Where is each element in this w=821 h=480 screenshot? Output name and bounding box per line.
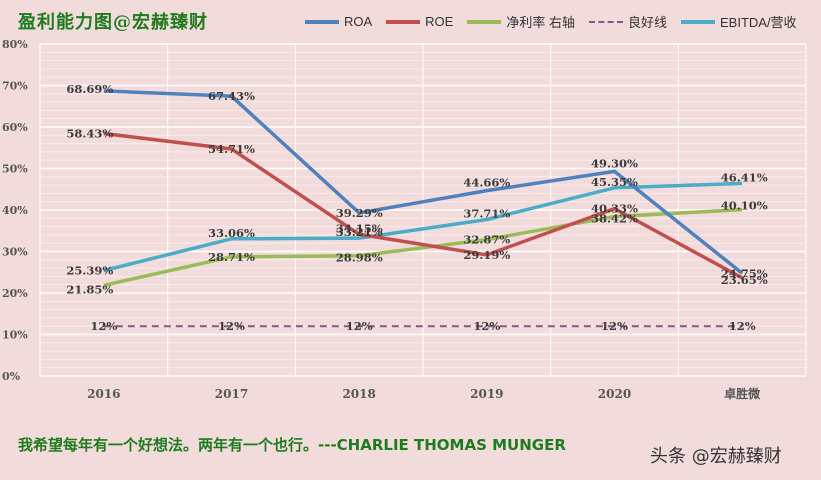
legend-item-ebitda: EBITDA/营收 (680, 12, 797, 31)
legend-swatch-roe (386, 19, 421, 24)
data-label-roa: 68.69% (66, 82, 113, 96)
data-label-net-margin: 40.10% (721, 199, 768, 213)
data-label-roe: 58.43% (66, 127, 113, 141)
y-tick-label: 80% (2, 38, 28, 51)
y-tick-label: 40% (2, 204, 28, 217)
x-tick-label: 2017 (215, 387, 248, 401)
legend: ROA ROE 净利率 右轴 良好线 EBITDA/营收 (305, 12, 797, 31)
data-label-good-line: 12% (601, 319, 628, 333)
legend-label-good-line: 良好线 (627, 15, 667, 30)
watermark: 头条 @宏赫臻财 (650, 446, 782, 467)
data-label-net-margin: 38.42% (591, 212, 638, 226)
legend-item-roa: ROA (305, 14, 372, 29)
data-label-good-line: 12% (218, 319, 245, 333)
data-label-good-line: 12% (473, 319, 500, 333)
x-tick-label: 2020 (598, 387, 631, 401)
data-label-roe: 40.33% (591, 202, 638, 216)
data-label-ebitda: 33.21% (336, 225, 383, 239)
data-label-ebitda: 33.06% (208, 226, 255, 240)
footer-quote: 我希望每年有一个好想法。两年有一个也行。---CHARLIE THOMAS MU… (18, 436, 566, 454)
legend-swatch-ebitda (680, 19, 715, 24)
data-label-roa: 67.43% (208, 89, 255, 103)
data-label-net-margin: 21.85% (66, 282, 113, 296)
x-tick-label: 2019 (470, 387, 503, 401)
data-label-roa: 44.66% (463, 176, 510, 190)
data-label-net-margin: 28.71% (208, 250, 255, 264)
chart-title: 盈利能力图@宏赫臻财 (18, 12, 208, 33)
legend-label-roe: ROE (425, 14, 454, 29)
data-label-ebitda: 37.71% (463, 207, 510, 221)
y-tick-label: 70% (2, 80, 28, 93)
y-tick-label: 30% (2, 246, 28, 259)
data-label-net-margin: 28.98% (336, 251, 383, 265)
data-label-ebitda: 25.39% (66, 264, 113, 278)
series-line-net-margin (103, 207, 743, 288)
y-tick-label: 20% (2, 287, 28, 300)
series-line-roa (103, 89, 744, 275)
legend-label-roa: ROA (344, 14, 373, 29)
data-label-roe: 29.19% (463, 248, 510, 262)
y-tick-label: 10% (2, 329, 28, 342)
legend-item-good-line: 良好线 (588, 12, 667, 31)
series-line-roe (103, 131, 744, 280)
legend-swatch-net-margin (467, 19, 502, 24)
data-label-roe: 34.15% (336, 221, 383, 235)
data-label-roe: 54.71% (208, 142, 255, 156)
legend-label-net-margin: 净利率 右轴 (506, 15, 575, 30)
data-label-ebitda: 46.41% (721, 170, 768, 184)
x-tick-label: 2016 (87, 387, 120, 401)
y-tick-label: 50% (2, 163, 28, 176)
y-tick-label: 60% (2, 121, 28, 134)
data-label-good-line: 12% (346, 319, 373, 333)
legend-swatch-roa (305, 19, 339, 24)
data-label-roe: 23.65% (721, 273, 768, 287)
data-label-roa: 24.75% (721, 266, 768, 280)
data-label-roa: 49.30% (591, 156, 638, 170)
data-label-net-margin: 32.87% (463, 233, 510, 247)
data-label-good-line: 12% (729, 319, 756, 333)
legend-label-ebitda: EBITDA/营收 (719, 15, 797, 30)
data-label-good-line: 12% (90, 319, 117, 333)
legend-item-roe: ROE (386, 14, 453, 29)
legend-item-net-margin: 净利率 右轴 (467, 12, 575, 31)
x-tick-label: 2018 (342, 387, 375, 401)
legend-swatch-good-line (588, 20, 623, 23)
data-label-ebitda: 45.35% (591, 175, 638, 189)
x-tick-label: 卓胜微 (724, 386, 761, 401)
data-label-roa: 39.29% (336, 206, 383, 220)
y-tick-label: 0% (2, 370, 21, 383)
